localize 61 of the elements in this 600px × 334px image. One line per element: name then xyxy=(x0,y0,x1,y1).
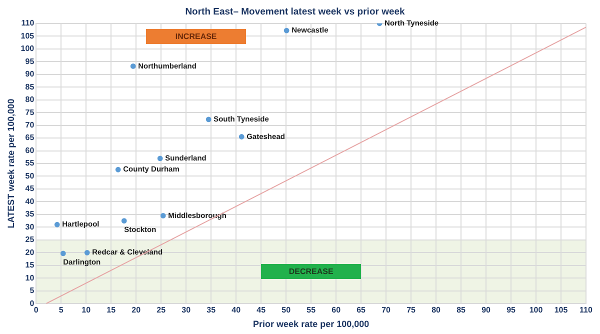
y-tick-label: 95 xyxy=(25,56,35,66)
point xyxy=(130,63,136,69)
x-tick-label: 35 xyxy=(206,306,216,315)
point xyxy=(238,134,244,140)
y-tick-label: 80 xyxy=(25,95,35,104)
x-tick-label: 20 xyxy=(132,306,142,315)
point xyxy=(284,28,290,34)
x-tick-label: 40 xyxy=(232,306,242,315)
y-axis-title: LATEST week rate per 100,000 xyxy=(6,98,16,228)
label-box: INCREASE xyxy=(146,28,246,44)
y-tick-label: 90 xyxy=(25,70,35,79)
x-tick-label: 75 xyxy=(406,306,416,315)
x-axis-title: Prior week rate per 100,000 xyxy=(253,319,370,330)
point xyxy=(206,116,212,122)
point xyxy=(54,222,60,228)
x-tick-label: 10 xyxy=(82,306,92,315)
y-tick-label: 85 xyxy=(25,82,35,92)
x-tick-label: 110 xyxy=(580,306,594,315)
x-tick-label: 55 xyxy=(306,306,316,315)
x-tick-label: 65 xyxy=(356,306,366,315)
y-tick-label: 30 xyxy=(25,222,35,232)
point xyxy=(84,250,90,256)
y-tick-label: 65 xyxy=(25,133,35,142)
y-tick-label: 25 xyxy=(25,235,35,244)
x-tick-label: 70 xyxy=(382,306,392,315)
y-tick-label: 10 xyxy=(25,273,35,282)
y-tick-label: 55 xyxy=(25,158,35,168)
point xyxy=(157,156,163,162)
chart-title: North East– Movement latest week vs prior week xyxy=(185,6,406,18)
y-tick-label: 60 xyxy=(25,146,35,155)
x-tick-label: 60 xyxy=(332,306,342,315)
point xyxy=(121,218,127,224)
y-tick-label: 45 xyxy=(25,184,35,194)
y-tick-label: 0 xyxy=(30,298,35,308)
y-tick-label: 100 xyxy=(20,44,35,54)
y-tick-label: 20 xyxy=(25,248,35,257)
y-tick-label: 75 xyxy=(25,108,35,117)
x-tick-label: 25 xyxy=(156,306,166,315)
y-tick-label: 105 xyxy=(20,31,35,40)
x-tick-label: 90 xyxy=(482,306,492,315)
x-tick-label: 30 xyxy=(182,306,192,315)
x-tick-label: 95 xyxy=(506,306,516,315)
x-tick-label: 45 xyxy=(256,306,266,315)
label-box: DECREASE xyxy=(261,264,362,280)
y-tick-label: 35 xyxy=(25,210,35,219)
x-tick-label: 85 xyxy=(456,306,466,315)
x-tick-label: 105 xyxy=(554,306,568,315)
y-tick-label: 50 xyxy=(25,171,35,180)
y-tick-label: 40 xyxy=(25,196,35,206)
y-tick-label: 110 xyxy=(21,18,35,28)
point xyxy=(60,250,66,256)
x-tick-label: 80 xyxy=(432,306,442,315)
y-tick-label: 70 xyxy=(25,120,35,130)
y-tick-label: 5 xyxy=(30,286,35,296)
x-tick-label: 15 xyxy=(106,306,116,315)
y-tick-label: 15 xyxy=(25,260,35,270)
point xyxy=(115,166,121,172)
x-tick-label: 50 xyxy=(282,306,292,315)
x-tick-label: 5 xyxy=(58,306,64,315)
x-tick-label: 100 xyxy=(529,306,544,315)
point xyxy=(160,213,166,218)
